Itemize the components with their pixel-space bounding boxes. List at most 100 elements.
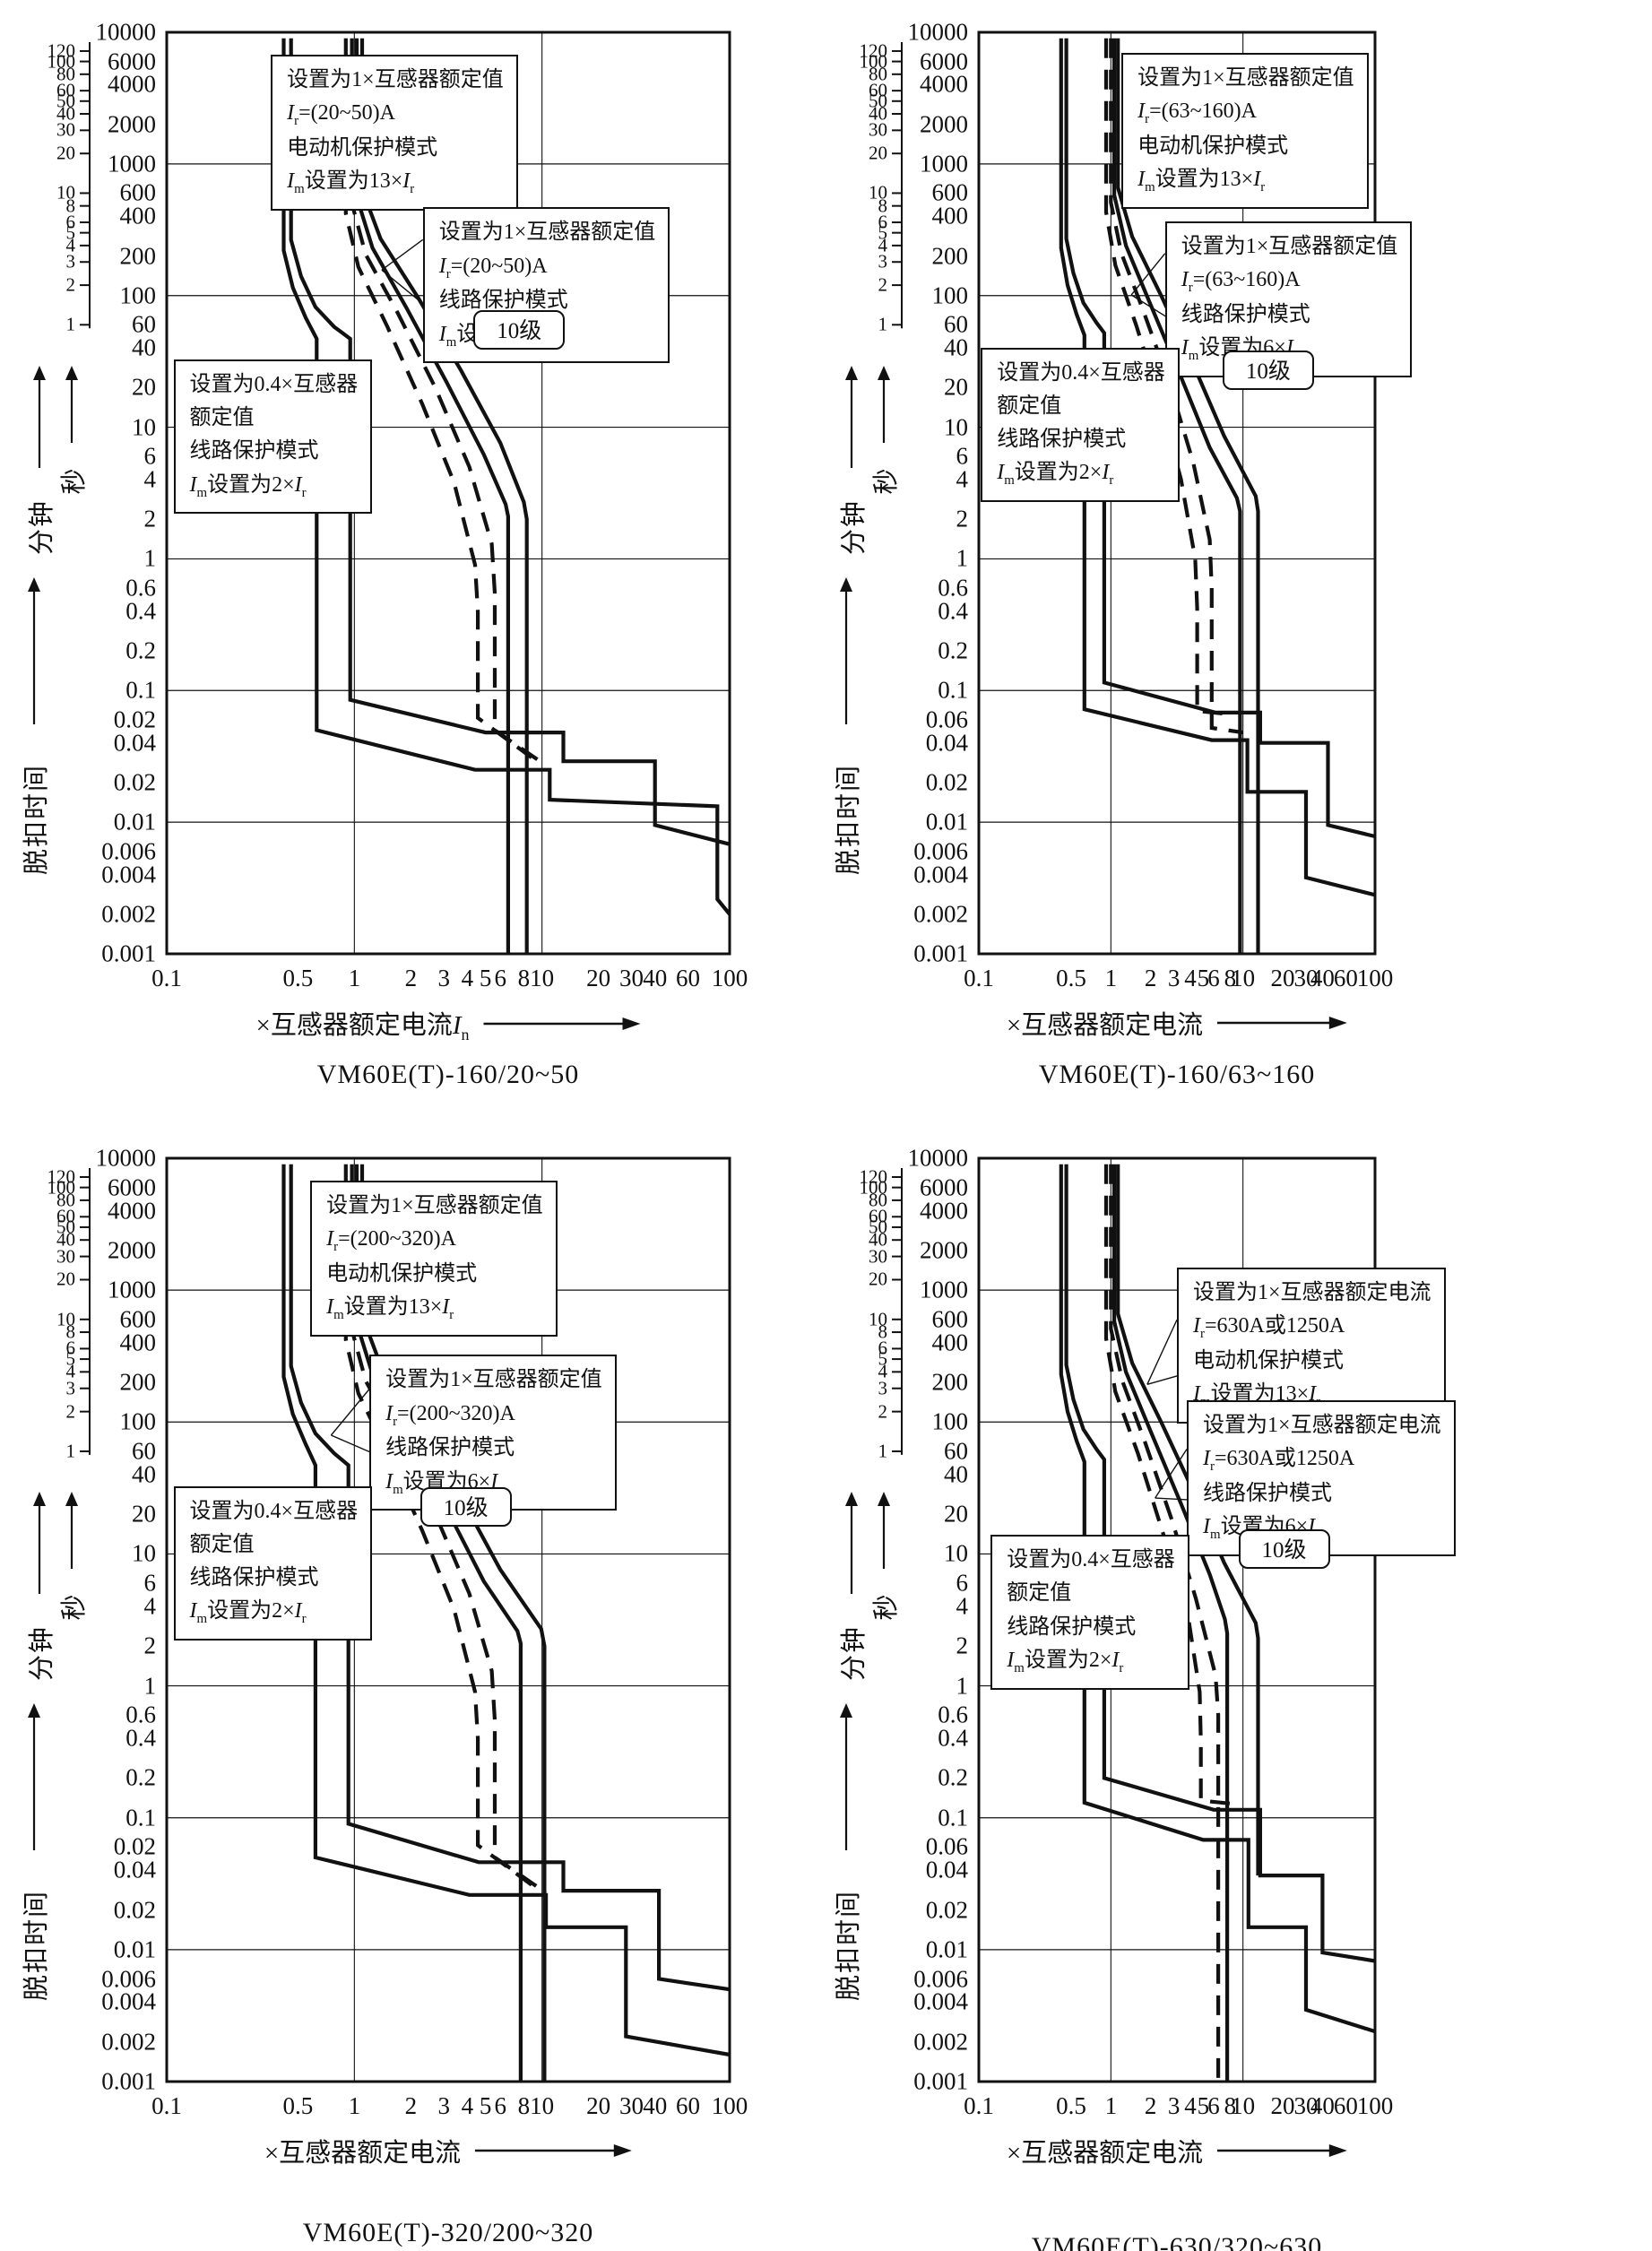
annotation-line: 线路保护模式: [385, 1436, 515, 1460]
x-tick-label: 5: [479, 965, 492, 991]
second-tick-label: 2000: [108, 110, 156, 138]
chart-vm60et-320-200-320: 10000 6000 4000 2000 1000 600 400 200 100 60 40 20 1…: [7, 1131, 805, 2248]
x-tick-label: 60: [676, 2092, 701, 2119]
annotation-line: Ir=630A或1250A: [1203, 1447, 1355, 1474]
curve-solid-0: [1059, 38, 1376, 897]
annotation-line: Ir=(200~320)A: [326, 1226, 456, 1254]
minute-tick-label: 6: [65, 211, 76, 233]
up-arrow-head-icon: [845, 366, 858, 380]
second-tick-label: 0.2: [125, 1763, 156, 1791]
minute-tick-label: 50: [869, 90, 887, 112]
second-tick-label: 0.2: [938, 636, 968, 664]
second-tick-label: 100: [119, 281, 157, 309]
x-axis-caption-text: ×互感器额定电流: [1006, 1011, 1204, 1040]
x-tick-label: 4: [1184, 965, 1197, 991]
second-tick-label: 4: [143, 465, 157, 493]
second-tick-label: 6000: [920, 1173, 968, 1201]
minute-tick-label: 120: [47, 1165, 76, 1188]
second-tick-label: 0.1: [938, 676, 968, 704]
second-tick-label: 60: [944, 310, 968, 338]
minute-tick-label: 10: [56, 181, 75, 203]
minute-tick-label: 80: [869, 63, 887, 85]
x-tick-label: 20: [1270, 2092, 1295, 2119]
second-tick-label: 600: [119, 178, 157, 206]
annotation-line: 设置为1×互感器额定值: [287, 67, 504, 91]
minute-tick-label: 5: [878, 1347, 888, 1370]
minutes-axis-caption: 分钟: [28, 498, 56, 556]
up-arrow-head-icon: [840, 577, 852, 592]
grade-badge: 10级: [419, 1486, 512, 1527]
minute-tick-label: 50: [869, 1216, 887, 1238]
seconds-axis-caption: 秒: [60, 1592, 89, 1621]
annotation-line: 线路保护模式: [1007, 1615, 1137, 1639]
curve-dashed-3: [350, 1164, 548, 1895]
second-tick-label: 2: [143, 505, 157, 532]
second-tick-label: 600: [119, 1305, 157, 1333]
x-tick-label: 4: [1184, 2092, 1197, 2119]
second-tick-label: 2000: [920, 1236, 968, 1264]
x-tick-label: 100: [1356, 965, 1394, 991]
x-axis-caption: ×互感器额定电流: [264, 2132, 633, 2169]
annotation-line: 线路保护模式: [189, 439, 319, 463]
minute-tick-label: 1: [878, 1440, 888, 1462]
x-axis-arrow-icon: [475, 2144, 633, 2157]
annotation-line: 设置为1×互感器额定值: [326, 1193, 543, 1217]
x-tick-label: 100: [1356, 2092, 1394, 2119]
x-tick-label: 6: [1207, 965, 1220, 991]
annotation-line: 设置为1×互感器额定值: [385, 1368, 602, 1392]
second-tick-label: 1: [956, 1672, 969, 1700]
trip-time-axis-caption: 脱扣时间: [835, 1889, 863, 2002]
x-tick-label: 10: [530, 965, 555, 991]
x-tick-label: 10: [1231, 965, 1256, 991]
second-tick-label: 40: [132, 333, 156, 361]
x-tick-label: 1: [348, 965, 361, 991]
minute-tick-label: 60: [56, 1205, 75, 1227]
x-tick-label: 60: [1333, 2092, 1358, 2119]
x-tick-label: 0.5: [282, 965, 314, 991]
curve-dashed-2: [343, 38, 533, 759]
chart-vm60et-160-20-50: 10000 6000 4000 2000 1000 600 400 200 100 60 40 20 1…: [7, 5, 805, 1121]
plot-border: [165, 30, 731, 956]
minute-tick-label: 10: [869, 181, 887, 203]
second-tick-label: 10000: [907, 1144, 969, 1172]
minute-tick-label: 1: [65, 313, 76, 335]
chart-title: VM60E(T)-160/63~160: [1038, 1060, 1316, 1089]
second-tick-label: 0.02: [113, 768, 156, 796]
second-tick-label: 200: [119, 1368, 157, 1396]
second-tick-label: 0.02: [925, 1896, 968, 1924]
second-tick-label: 0.02: [925, 768, 968, 796]
x-axis-arrow-icon: [483, 1017, 641, 1031]
annotation-box-motor: 设置为1×互感器额定值 Ir=(20~50)A 电动机保护模式 Im设置为13×Ir: [271, 54, 518, 211]
x-tick-label: 1: [348, 2092, 361, 2119]
x-tick-label: 2: [404, 965, 418, 991]
minute-tick-label: 120: [859, 1165, 888, 1188]
trip-time-axis-caption: 脱扣时间: [22, 763, 51, 876]
annotation-line: 设置为1×互感器额定值: [1181, 234, 1398, 258]
minute-tick-label: 100: [47, 1176, 76, 1199]
second-tick-label: 0.002: [913, 2028, 968, 2056]
second-tick-label: 6000: [108, 48, 156, 75]
x-tick-label: 4: [461, 2092, 474, 2119]
minute-tick-label: 40: [869, 102, 887, 125]
x-tick-label: 30: [619, 2092, 644, 2119]
x-tick-label: 0.1: [151, 2092, 182, 2119]
second-tick-label: 0.02: [113, 1832, 156, 1860]
second-tick-label: 600: [931, 1305, 969, 1333]
curve-solid-4: [1112, 1164, 1230, 2082]
minute-tick-label: 5: [65, 1347, 76, 1370]
minute-tick-label: 80: [56, 63, 75, 85]
x-tick-label: 0.1: [964, 965, 994, 991]
second-tick-label: 0.6: [125, 574, 156, 602]
minute-tick-label: 5: [65, 221, 76, 244]
annotation-line: Ir=(20~50)A: [438, 254, 548, 281]
up-arrow-head-icon: [33, 1492, 46, 1506]
second-tick-label: 600: [931, 178, 969, 206]
minutes-axis-caption: 分钟: [840, 498, 869, 556]
second-tick-label: 0.6: [938, 574, 968, 602]
x-tick-label: 4: [461, 965, 474, 991]
second-tick-label: 400: [119, 1329, 157, 1356]
curve-solid-1: [289, 1164, 731, 1992]
second-tick-label: 0.1: [125, 676, 156, 704]
annotation-line: Im设置为13×Ir: [287, 169, 415, 196]
